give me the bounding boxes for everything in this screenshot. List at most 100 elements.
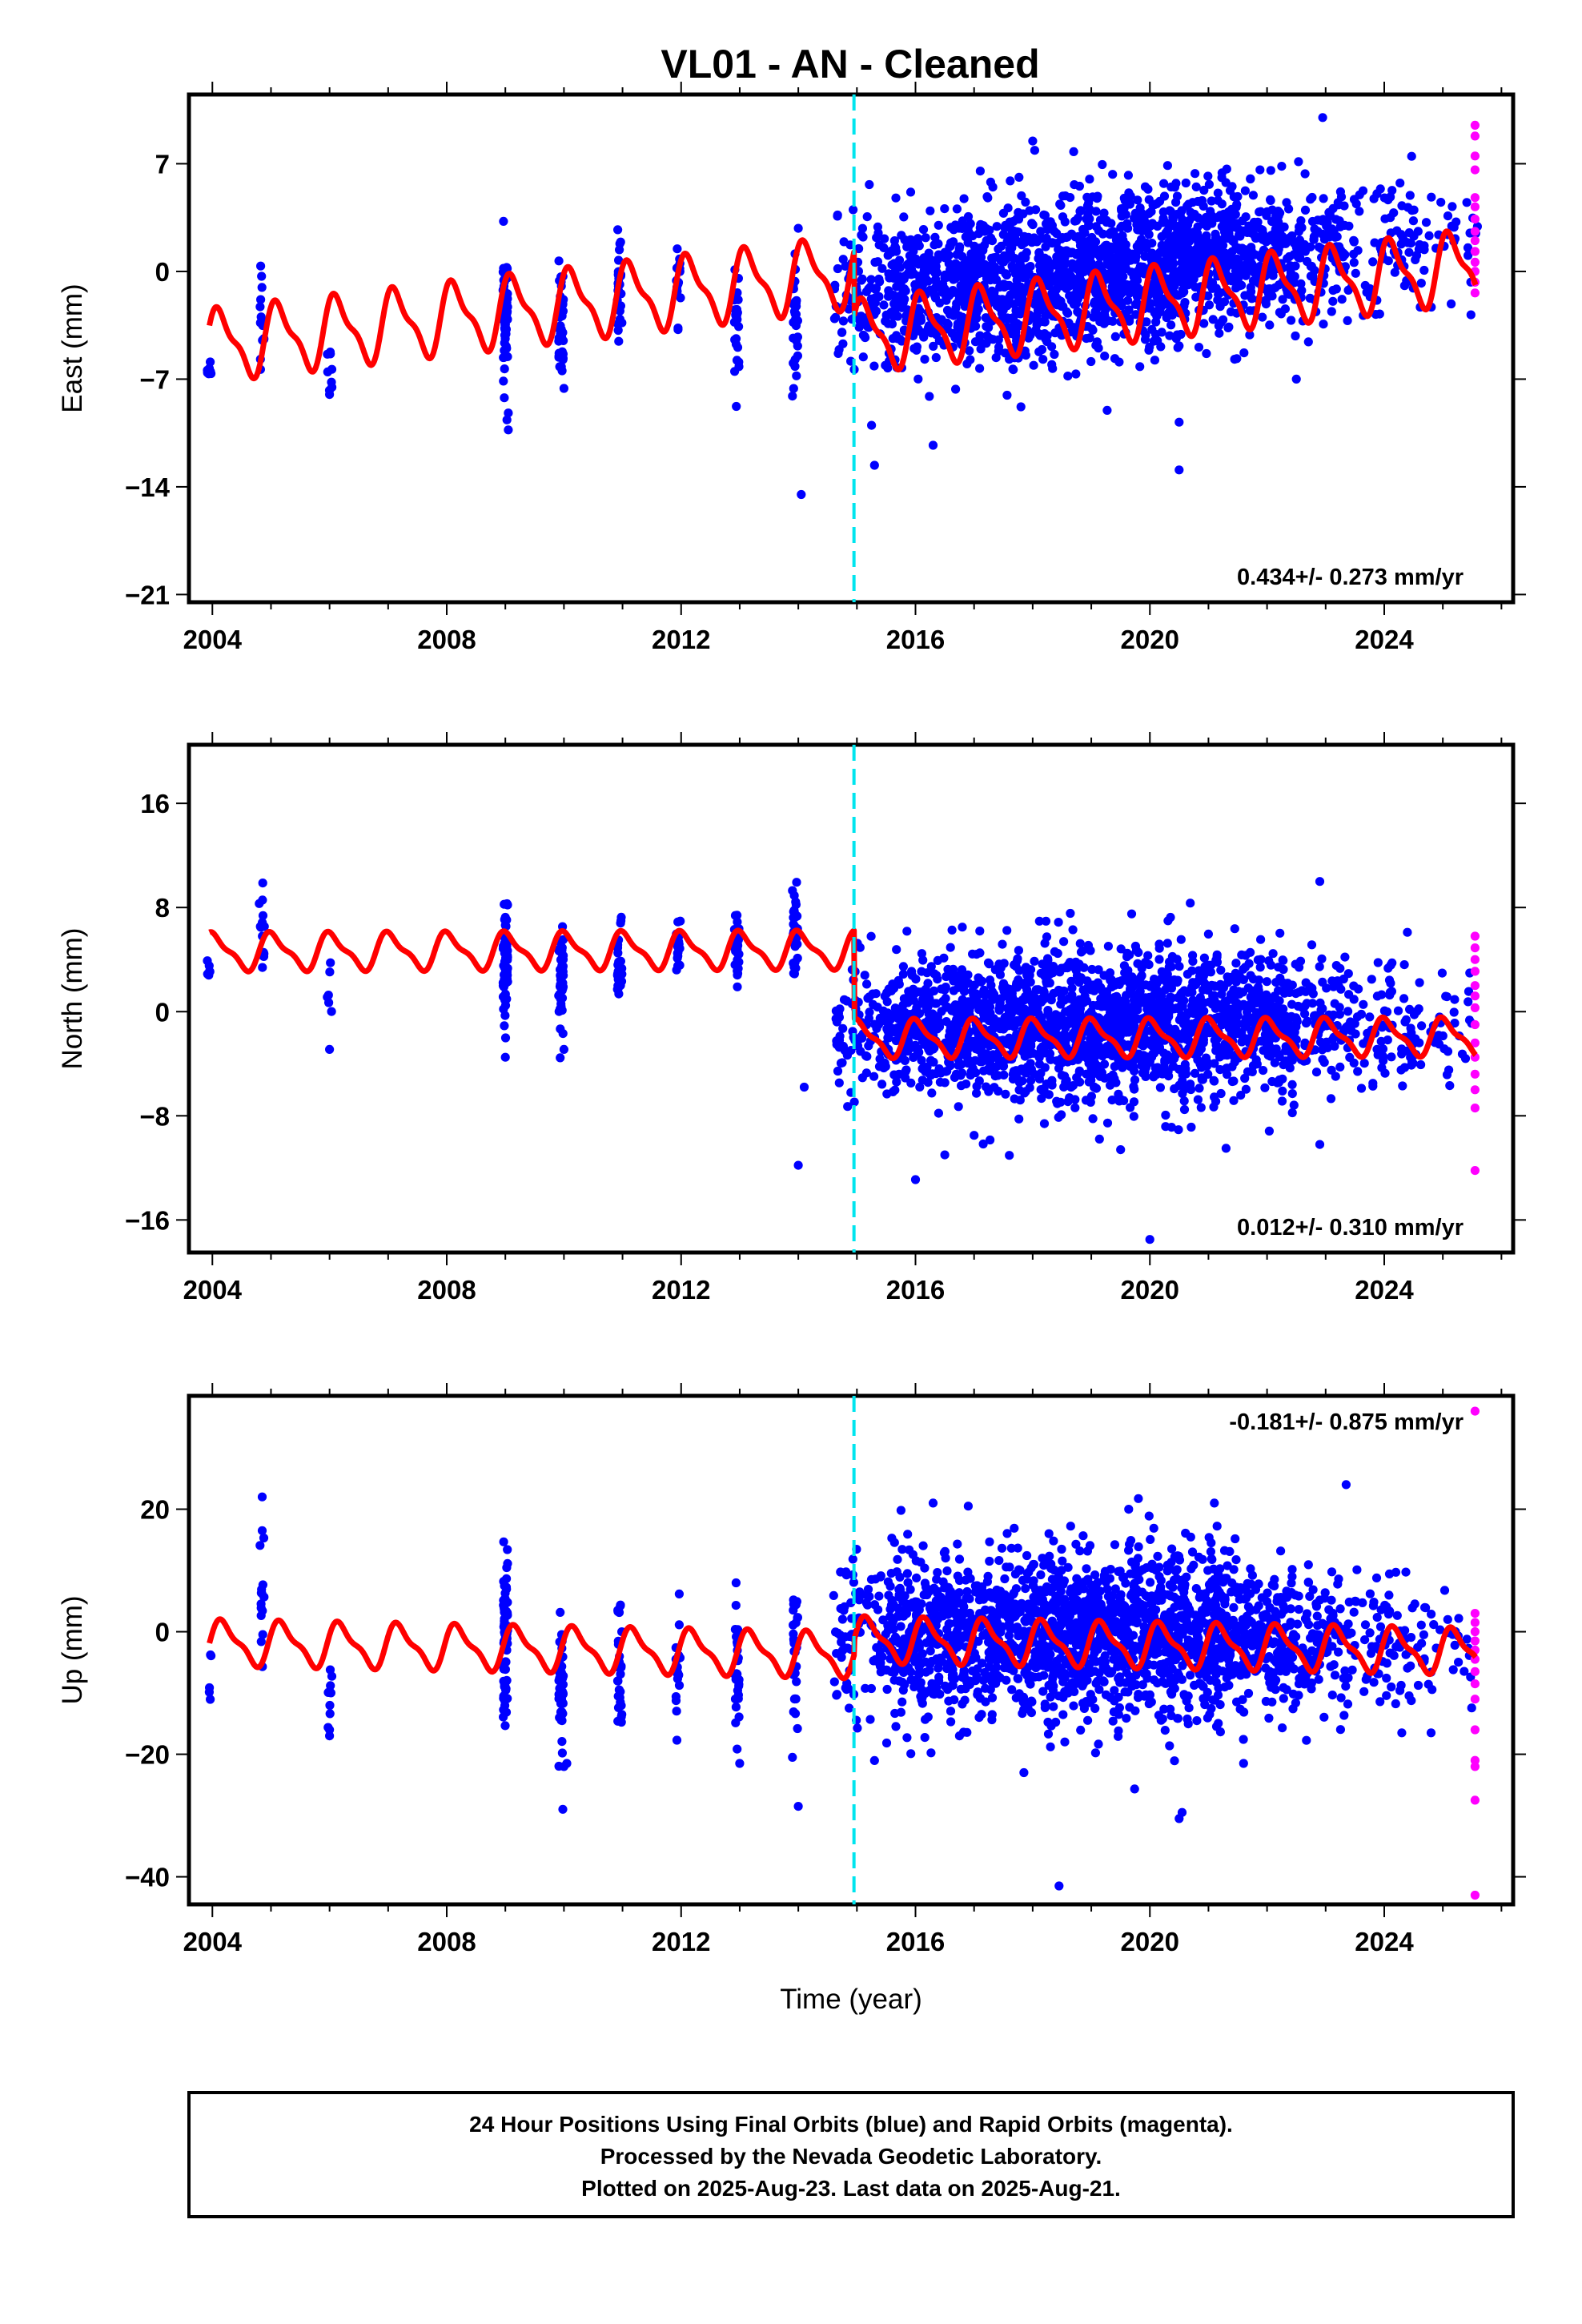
final-orbit-point xyxy=(1014,1114,1024,1124)
final-orbit-point xyxy=(1086,1097,1095,1107)
final-orbit-point xyxy=(975,336,985,346)
final-orbit-point xyxy=(1213,296,1223,305)
final-orbit-point xyxy=(1006,1007,1016,1016)
final-orbit-point xyxy=(838,1023,848,1033)
final-orbit-point xyxy=(862,212,872,222)
final-orbit-point xyxy=(1041,311,1050,320)
final-orbit-point xyxy=(994,1004,1004,1014)
final-orbit-point xyxy=(1407,206,1417,215)
final-orbit-point xyxy=(934,336,944,345)
final-orbit-point xyxy=(1311,1068,1322,1077)
final-orbit-point xyxy=(1150,1048,1159,1058)
final-orbit-point xyxy=(789,318,798,328)
final-orbit-point xyxy=(500,334,510,344)
rapid-orbit-point xyxy=(1470,981,1480,991)
final-orbit-point xyxy=(930,291,940,300)
final-orbit-point xyxy=(917,280,927,290)
final-orbit-point xyxy=(1193,1095,1203,1104)
final-orbit-point xyxy=(1024,333,1034,343)
final-orbit-point xyxy=(559,384,569,393)
final-orbit-point xyxy=(967,252,977,262)
final-orbit-point xyxy=(966,271,977,280)
final-orbit-point xyxy=(1154,955,1164,964)
final-orbit-point xyxy=(1198,259,1207,269)
final-orbit-point xyxy=(950,220,960,230)
final-orbit-point xyxy=(1003,203,1013,213)
final-orbit-point xyxy=(1150,308,1160,317)
final-orbit-point xyxy=(1162,1055,1172,1065)
final-orbit-point xyxy=(1039,1084,1049,1094)
final-orbit-point xyxy=(1383,963,1393,973)
final-orbit-point xyxy=(1005,1151,1014,1160)
final-orbit-point xyxy=(790,942,800,951)
final-orbit-point xyxy=(1106,219,1116,228)
final-orbit-point xyxy=(1094,344,1103,353)
final-orbit-point xyxy=(925,1042,934,1052)
final-orbit-point xyxy=(1174,417,1184,427)
final-orbit-point xyxy=(1331,961,1341,971)
final-orbit-point xyxy=(869,361,879,371)
final-orbit-point xyxy=(1194,247,1203,257)
final-orbit-point xyxy=(1182,969,1192,979)
final-orbit-point xyxy=(918,955,928,965)
final-orbit-point xyxy=(1335,1062,1345,1072)
final-orbit-point xyxy=(838,255,848,264)
final-orbit-point xyxy=(1126,1103,1135,1112)
final-orbit-point xyxy=(879,300,889,310)
final-orbit-point xyxy=(1198,235,1207,245)
final-orbit-point xyxy=(1398,1081,1407,1091)
final-orbit-point xyxy=(866,275,876,284)
final-orbit-point xyxy=(1308,271,1318,281)
final-orbit-point xyxy=(972,313,982,323)
final-orbit-point xyxy=(1173,343,1182,352)
final-orbit-point xyxy=(1034,985,1043,995)
final-orbit-point xyxy=(950,333,960,343)
final-orbit-point xyxy=(1042,979,1051,988)
final-orbit-point xyxy=(1222,164,1231,174)
final-orbit-point xyxy=(957,965,967,975)
final-orbit-point xyxy=(1252,220,1262,230)
final-orbit-point xyxy=(1216,965,1226,975)
final-orbit-point xyxy=(1319,194,1328,203)
final-orbit-point xyxy=(257,271,267,281)
final-orbit-point xyxy=(1295,987,1304,997)
final-orbit-point xyxy=(1415,1038,1424,1047)
final-orbit-point xyxy=(1466,310,1476,320)
final-orbit-point xyxy=(1150,356,1159,365)
final-orbit-point xyxy=(957,1081,966,1091)
final-orbit-point xyxy=(1058,302,1068,312)
final-orbit-point xyxy=(1131,310,1141,320)
final-orbit-point xyxy=(837,328,847,337)
final-orbit-point xyxy=(1274,244,1283,254)
final-orbit-point xyxy=(1209,991,1219,1000)
final-orbit-point xyxy=(734,949,744,959)
final-orbit-point xyxy=(1259,245,1269,255)
final-orbit-point xyxy=(1219,297,1230,307)
final-orbit-point xyxy=(931,275,941,284)
final-orbit-point xyxy=(1071,957,1081,967)
final-orbit-point xyxy=(1331,232,1340,242)
final-orbit-point xyxy=(1203,171,1213,181)
final-orbit-point xyxy=(733,343,743,352)
final-orbit-point xyxy=(868,999,878,1009)
final-orbit-point xyxy=(1266,195,1275,204)
final-orbit-point xyxy=(1141,958,1150,967)
final-orbit-point xyxy=(1277,162,1287,171)
final-orbit-point xyxy=(1085,175,1094,184)
final-orbit-point xyxy=(1178,234,1187,243)
final-orbit-point xyxy=(869,293,880,303)
final-orbit-point xyxy=(959,272,969,282)
final-orbit-point xyxy=(206,357,215,367)
final-orbit-point xyxy=(256,923,266,932)
final-orbit-point xyxy=(888,1087,897,1096)
final-orbit-point xyxy=(1217,1044,1227,1054)
final-orbit-point xyxy=(676,293,685,303)
final-orbit-point xyxy=(1279,964,1288,975)
final-orbit-point xyxy=(1129,1112,1138,1121)
final-orbit-point xyxy=(1100,311,1110,320)
final-orbit-point xyxy=(1011,332,1021,341)
final-orbit-point xyxy=(959,194,969,203)
final-orbit-point xyxy=(1134,245,1143,255)
final-orbit-point xyxy=(999,251,1010,260)
final-orbit-point xyxy=(499,352,509,362)
